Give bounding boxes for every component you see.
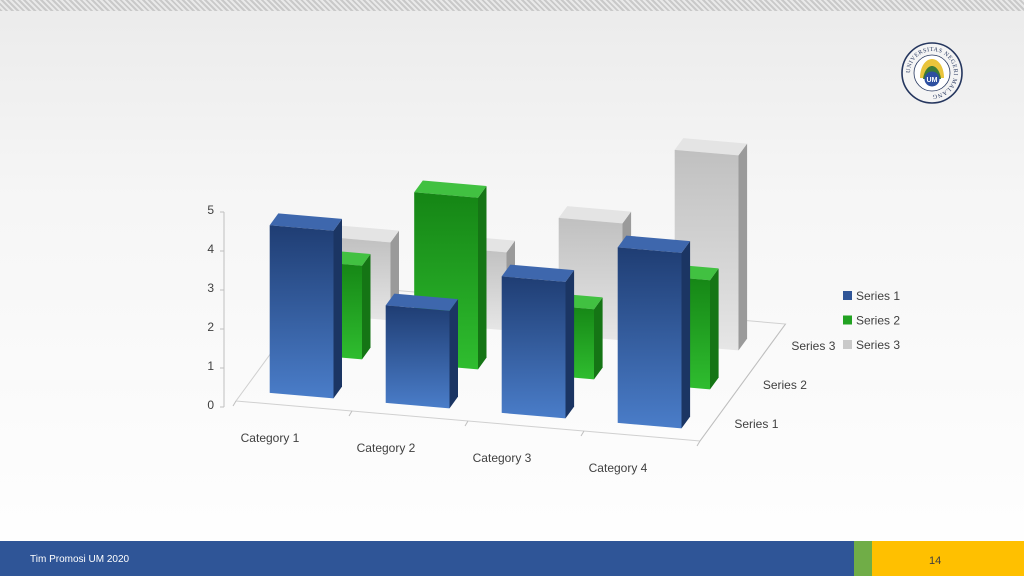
x-tick-mark [580, 430, 585, 437]
footer-green-block [854, 541, 872, 576]
category-label: Category 1 [241, 431, 300, 445]
bar-side [565, 270, 575, 419]
bar-front [385, 305, 450, 409]
depth-label: Series 2 [763, 378, 807, 392]
bar-side [478, 186, 487, 370]
y-tick-label: 1 [207, 359, 214, 373]
bar-top [674, 138, 748, 156]
depth-label: Series 1 [734, 417, 778, 431]
legend-label: Series 3 [856, 338, 900, 352]
legend-swatch [843, 291, 852, 300]
bar-series-1-2 [385, 293, 458, 409]
bar-front [501, 276, 566, 419]
legend-swatch [843, 340, 852, 349]
x-tick-mark [696, 440, 701, 447]
bar-top [269, 213, 342, 231]
bar-side [681, 241, 691, 429]
y-tick-label: 4 [207, 242, 214, 256]
footer-bar: Tim Promosi UM 2020 14 [0, 541, 1024, 576]
bar-side [594, 297, 603, 380]
top-decor-strip [0, 0, 1024, 11]
footer-gold-block [872, 541, 1024, 576]
bar-series-1-1 [269, 213, 342, 399]
footer-blue-block [0, 541, 854, 576]
bar-side [710, 268, 719, 390]
depth-axis-line [699, 323, 786, 442]
university-logo: UNIVERSITAS NEGERI MALANG UM [901, 42, 963, 104]
bar-side [738, 143, 748, 351]
bar-series-1-4 [617, 235, 691, 429]
bar-top [385, 293, 458, 311]
bar-side [449, 299, 458, 409]
bar-top [501, 264, 575, 282]
logo-mark: UM [927, 77, 938, 84]
y-tick-label: 3 [207, 281, 214, 295]
x-tick-mark [464, 420, 469, 427]
x-tick-mark [232, 400, 237, 407]
x-tick-mark [348, 410, 353, 417]
y-tick-label: 0 [207, 398, 214, 412]
y-tick-label: 2 [207, 320, 214, 334]
depth-label: Series 3 [791, 339, 835, 353]
bar-top [558, 206, 632, 224]
bar-front [269, 225, 334, 399]
y-tick-label: 5 [207, 203, 214, 217]
legend-label: Series 1 [856, 289, 900, 303]
bar-series-1-3 [501, 264, 575, 419]
bar-top [326, 225, 399, 243]
bar-top [617, 235, 691, 253]
footer-page-number: 14 [929, 555, 942, 567]
category-label: Category 4 [589, 461, 648, 475]
category-label: Category 3 [473, 451, 532, 465]
category-label: Category 2 [357, 441, 416, 455]
bar-top [414, 180, 487, 198]
legend-swatch [843, 315, 852, 325]
bar-side [333, 218, 342, 399]
bar-front [617, 247, 682, 429]
legend-label: Series 2 [856, 314, 900, 328]
footer-left-text: Tim Promosi UM 2020 [30, 554, 130, 565]
bar-side [362, 254, 371, 360]
